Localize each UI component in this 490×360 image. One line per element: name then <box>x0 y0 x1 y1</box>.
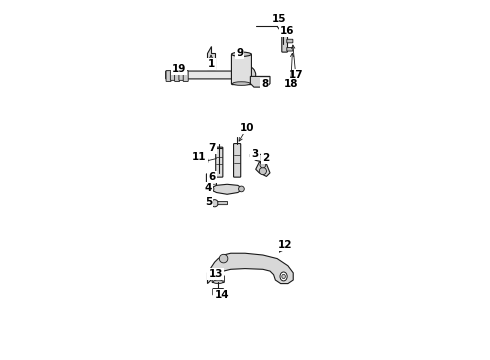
Circle shape <box>211 200 218 207</box>
FancyBboxPatch shape <box>171 72 175 80</box>
Circle shape <box>220 254 228 263</box>
Text: 1: 1 <box>207 59 215 69</box>
Text: 12: 12 <box>278 240 292 250</box>
Text: 4: 4 <box>205 183 212 193</box>
Polygon shape <box>209 184 243 194</box>
Text: 18: 18 <box>284 79 298 89</box>
Text: 14: 14 <box>215 290 229 300</box>
Text: 3: 3 <box>251 149 259 159</box>
Circle shape <box>239 186 245 192</box>
Ellipse shape <box>280 272 287 281</box>
FancyBboxPatch shape <box>282 36 288 52</box>
FancyBboxPatch shape <box>206 174 217 188</box>
FancyBboxPatch shape <box>234 144 241 177</box>
Ellipse shape <box>232 82 250 85</box>
Ellipse shape <box>232 52 251 57</box>
Ellipse shape <box>213 280 223 284</box>
FancyBboxPatch shape <box>166 71 239 79</box>
Text: 10: 10 <box>240 123 254 133</box>
FancyBboxPatch shape <box>216 147 223 177</box>
Text: 6: 6 <box>209 172 216 182</box>
Polygon shape <box>256 162 270 176</box>
Text: 2: 2 <box>262 153 270 163</box>
FancyBboxPatch shape <box>183 71 188 81</box>
FancyBboxPatch shape <box>287 39 293 43</box>
FancyBboxPatch shape <box>212 276 224 283</box>
FancyBboxPatch shape <box>166 71 171 81</box>
Polygon shape <box>250 153 263 162</box>
Text: 15: 15 <box>271 14 286 23</box>
FancyBboxPatch shape <box>174 71 180 81</box>
Text: 9: 9 <box>236 48 243 58</box>
Polygon shape <box>207 253 293 284</box>
FancyBboxPatch shape <box>218 202 227 204</box>
Circle shape <box>243 71 251 79</box>
Ellipse shape <box>282 274 285 279</box>
Text: 5: 5 <box>205 197 212 207</box>
Ellipse shape <box>214 292 222 300</box>
Text: 19: 19 <box>172 64 186 74</box>
Text: 7: 7 <box>208 143 216 153</box>
Text: 16: 16 <box>280 26 294 36</box>
FancyBboxPatch shape <box>231 54 251 85</box>
FancyBboxPatch shape <box>287 48 293 51</box>
Text: 8: 8 <box>261 78 268 89</box>
Circle shape <box>208 186 214 192</box>
Polygon shape <box>207 46 215 69</box>
Circle shape <box>260 162 266 168</box>
FancyBboxPatch shape <box>213 289 223 295</box>
Polygon shape <box>250 76 270 87</box>
Circle shape <box>259 167 267 175</box>
Text: 11: 11 <box>192 152 206 162</box>
FancyBboxPatch shape <box>179 72 184 80</box>
Text: 13: 13 <box>208 269 223 279</box>
Text: 17: 17 <box>289 69 303 80</box>
FancyBboxPatch shape <box>200 159 208 162</box>
Circle shape <box>238 66 256 84</box>
